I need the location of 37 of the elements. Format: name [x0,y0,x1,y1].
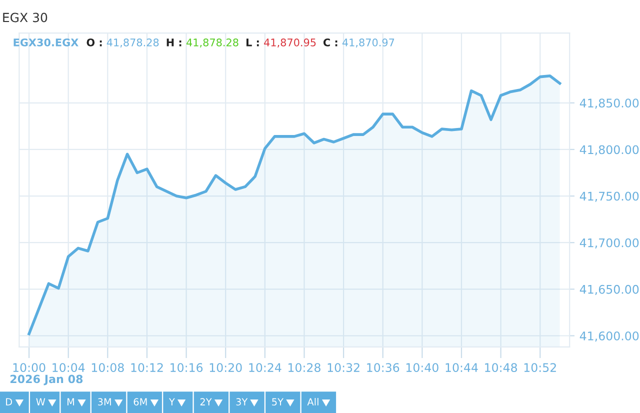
y-tick-label: 41,700.00 [580,238,639,248]
x-tick-label: 10:20 [210,363,242,372]
x-tick-label: 10:28 [288,363,320,372]
y-tick-label: 41,750.00 [580,192,639,202]
x-tick-label: 10:48 [485,363,518,372]
x-tick-label: 10:16 [170,363,203,372]
chart-title: EGX 30 [3,12,48,22]
x-tick-label: 10:52 [524,363,556,372]
x-tick-label: 10:40 [406,363,438,372]
y-tick-label: 41,850.00 [580,98,639,109]
annotation: H : 41,878.28 [166,38,238,48]
text: 5Y [272,398,284,406]
text: 3M [98,398,111,406]
y-tick-label: 41,600.00 [580,331,639,342]
text: M [68,398,74,406]
x-tick-label: 10:12 [131,363,163,372]
annotation: O : 41,878.28 [86,38,159,48]
text: 2Y [200,398,212,406]
y-tick-label: 41,800.00 [580,145,639,156]
x-tick-label: 10:08 [92,363,124,372]
text: 6M [134,398,147,406]
text: D [6,398,12,406]
x-tick-label: 10:32 [328,363,360,372]
x-tick-label: 10:44 [446,363,478,372]
annotation: L : 41,870.95 [246,38,316,48]
text: Y [168,398,175,406]
text: W [36,398,46,406]
x-tick-label: 10:24 [249,363,282,372]
x-tick-label: 10:00 [13,363,46,372]
text: 3Y [236,398,248,406]
text: 2026 Jan 08 [10,374,83,386]
text: All [307,398,318,406]
chart-subtitle: EGX30.EGX [14,38,78,46]
x-tick-label: 10:04 [52,363,85,372]
annotation: C : 41,870.97 [323,38,394,48]
y-tick-label: 41,650.00 [580,284,639,296]
x-tick-label: 10:36 [367,363,400,372]
